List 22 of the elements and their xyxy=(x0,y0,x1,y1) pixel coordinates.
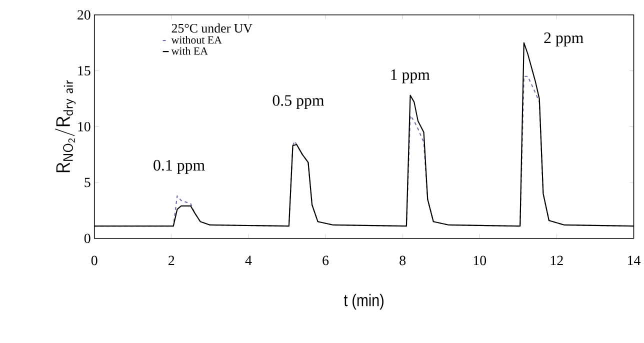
x-tick-label: 2 xyxy=(168,256,174,266)
y-tick-label: 15 xyxy=(78,66,90,76)
y-axis-title: $\mathsf{R}_{\mathsf{NO_2}} / \mathsf{R}_{\mathsf{dry\ air}}$ xyxy=(55,80,76,172)
x-tick-label: 12 xyxy=(550,256,563,266)
x-tick-label: 6 xyxy=(322,256,329,266)
annotation: 0.1 ppm xyxy=(154,160,205,174)
x-tick-label: 14 xyxy=(628,256,640,266)
legend-title: 25°C under UV xyxy=(172,24,252,33)
x-tick-label: 10 xyxy=(474,256,486,266)
y-tick-label: 5 xyxy=(84,178,90,188)
annotation: 1 ppm xyxy=(391,70,430,84)
y-tick-label: 0 xyxy=(84,234,90,244)
x-axis-title: t (min) xyxy=(344,294,384,310)
x-tick-label: 0 xyxy=(91,256,98,266)
y-tick-label: 20 xyxy=(78,10,90,20)
annotation: 0.5 ppm xyxy=(272,95,324,110)
x-tick-label: 8 xyxy=(400,256,406,266)
legend-label: with EA xyxy=(171,47,208,55)
x-tick-label: 4 xyxy=(245,256,252,266)
annotation: 2 ppm xyxy=(544,32,584,47)
legend-label: without EA xyxy=(171,36,222,44)
y-tick-label: 10 xyxy=(78,122,90,132)
